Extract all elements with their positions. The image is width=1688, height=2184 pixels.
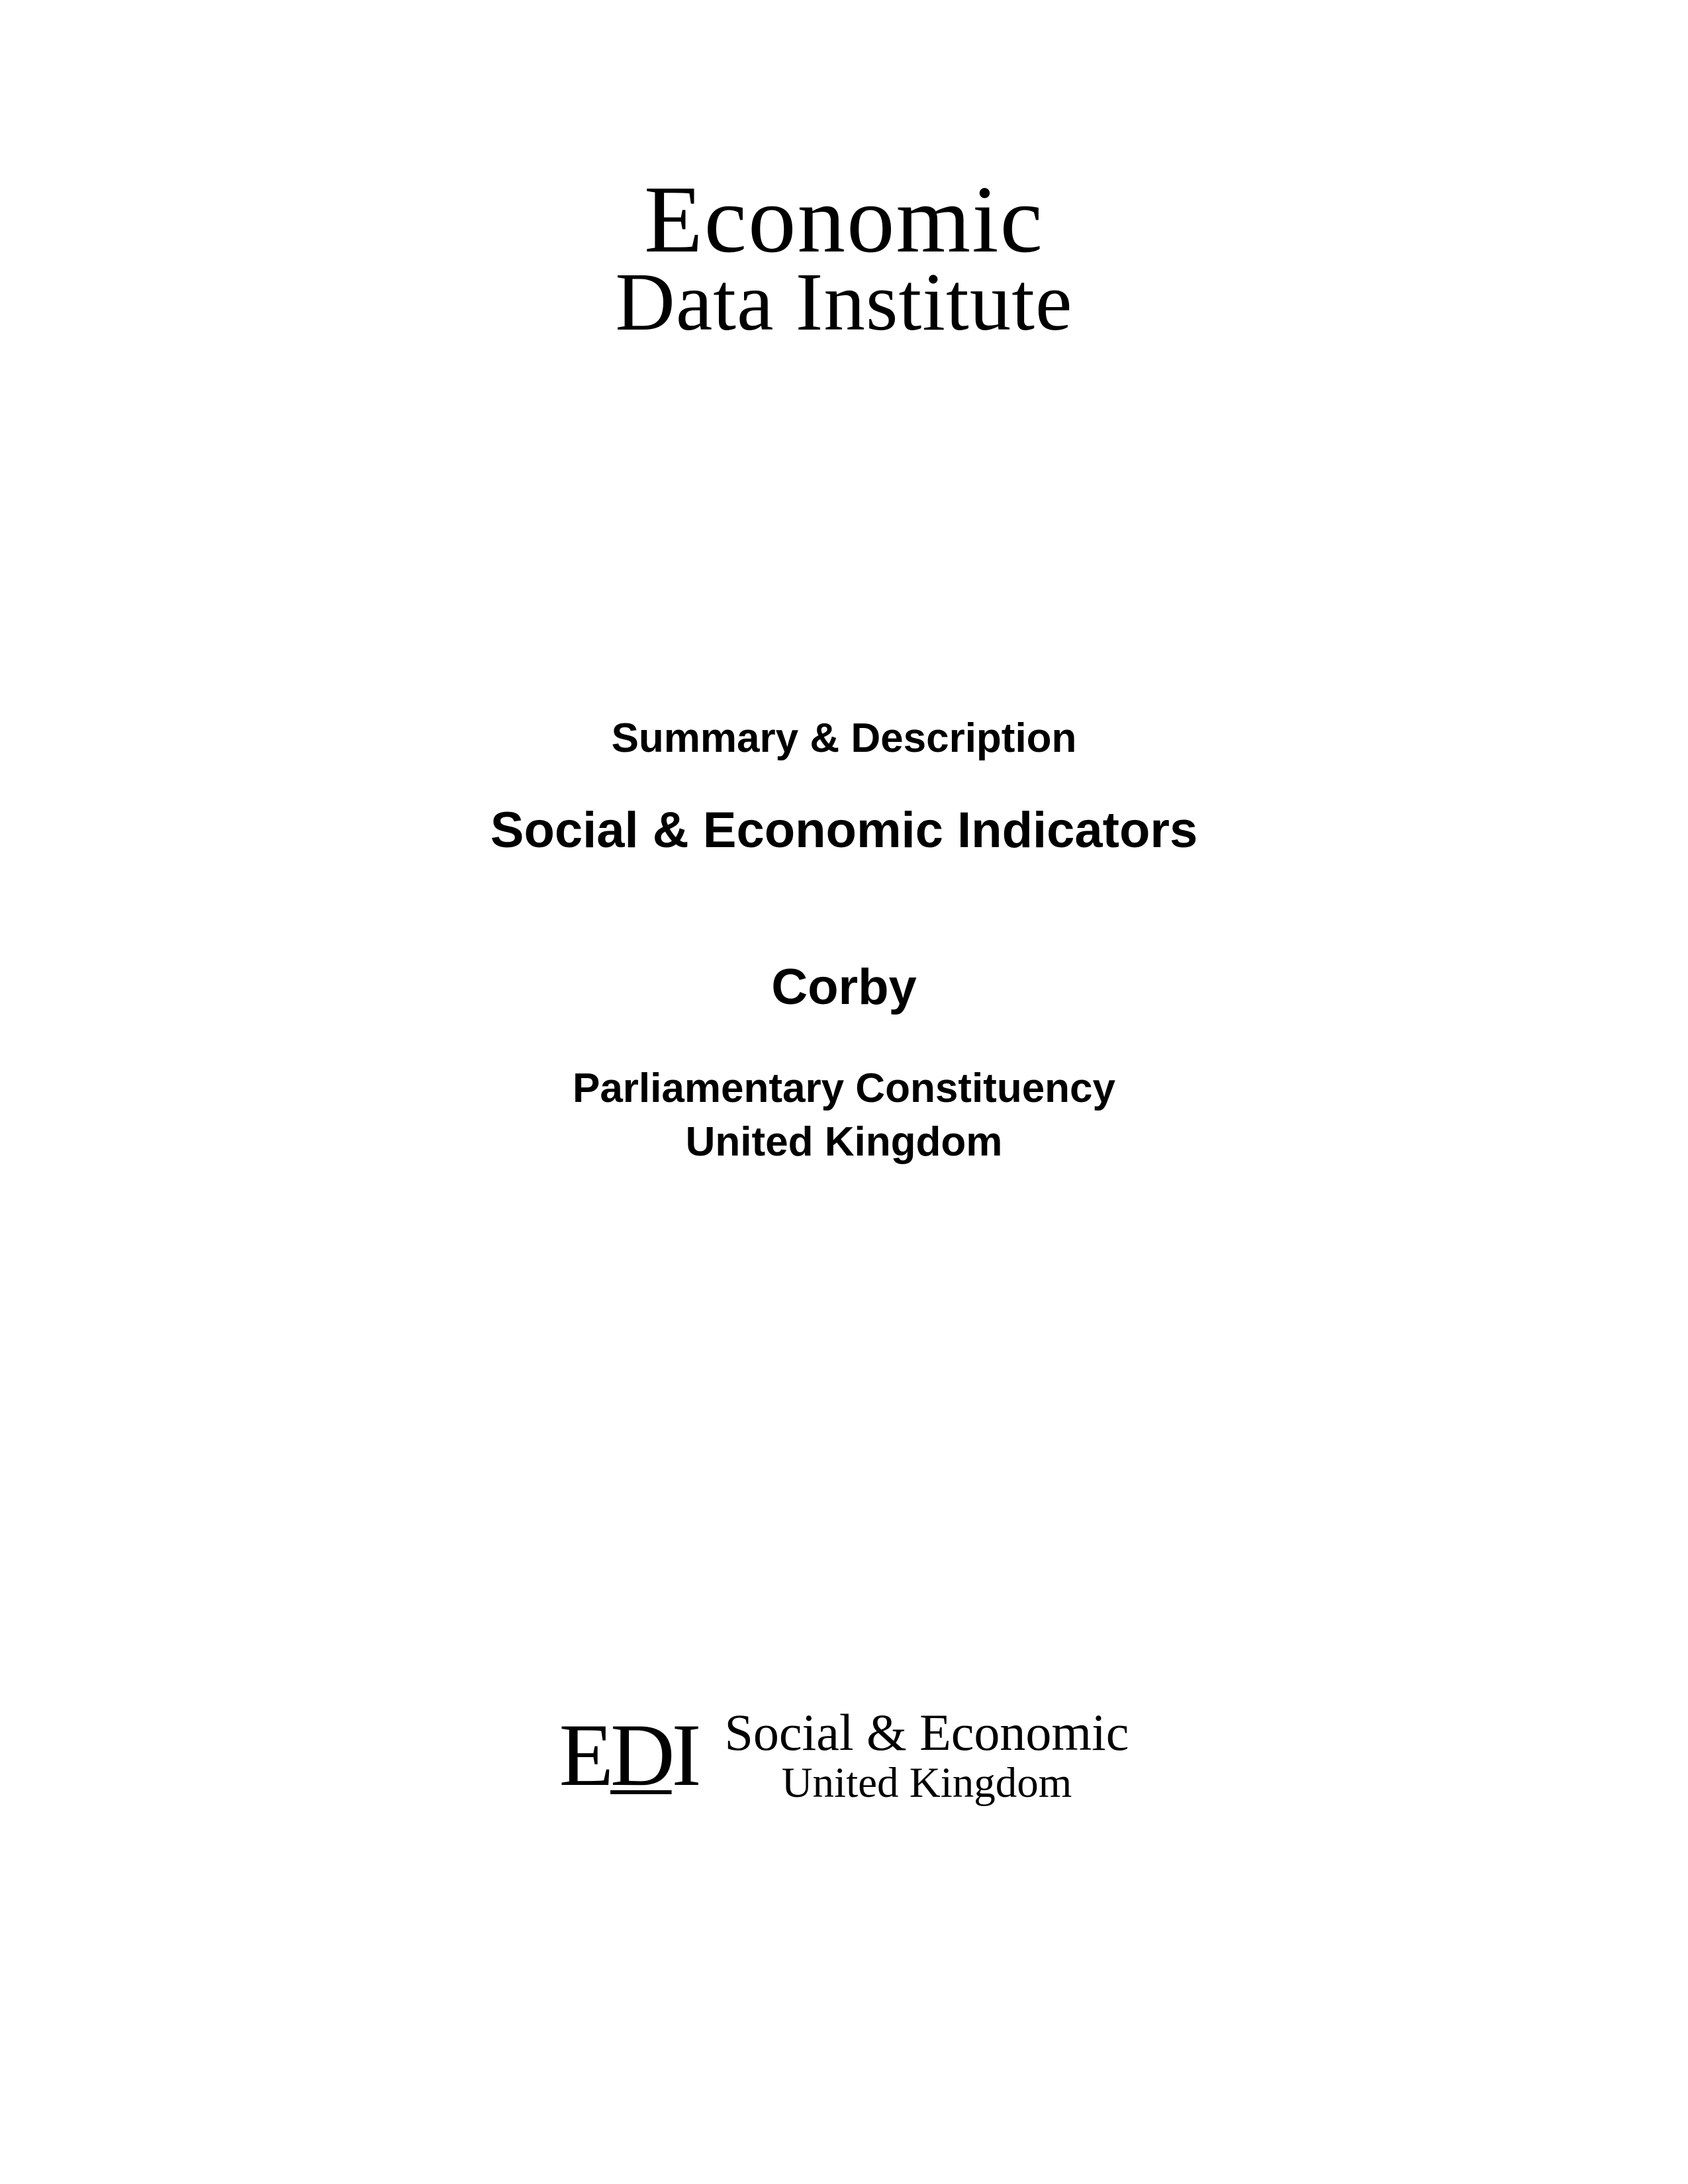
header-logo: Economic Data Institute xyxy=(132,172,1556,344)
constituency-info: Parliamentary Constituency United Kingdo… xyxy=(132,1062,1556,1169)
document-page: Economic Data Institute Summary & Descri… xyxy=(0,0,1688,2184)
footer-line-2: United Kingdom xyxy=(725,1762,1129,1805)
edi-letter-i: I xyxy=(672,1704,698,1807)
indicators-title: Social & Economic Indicators xyxy=(132,801,1556,859)
constituency-line-1: Parliamentary Constituency xyxy=(132,1062,1556,1116)
title-section: Summary & Description Social & Economic … xyxy=(132,715,1556,1169)
footer-logo: EDI Social & Economic United Kingdom xyxy=(0,1704,1688,1807)
logo-line-2: Data Institute xyxy=(132,261,1556,344)
footer-text: Social & Economic United Kingdom xyxy=(725,1707,1129,1805)
constituency-line-2: United Kingdom xyxy=(132,1116,1556,1169)
summary-description: Summary & Description xyxy=(132,715,1556,762)
location-name: Corby xyxy=(132,958,1556,1016)
edi-letter-e: E xyxy=(559,1704,610,1807)
footer-line-1: Social & Economic xyxy=(725,1707,1129,1758)
footer-container: EDI Social & Economic United Kingdom xyxy=(559,1704,1129,1807)
edi-logo-mark: EDI xyxy=(559,1704,698,1807)
logo-line-1: Economic xyxy=(132,172,1556,268)
edi-letter-d: D xyxy=(610,1704,672,1807)
